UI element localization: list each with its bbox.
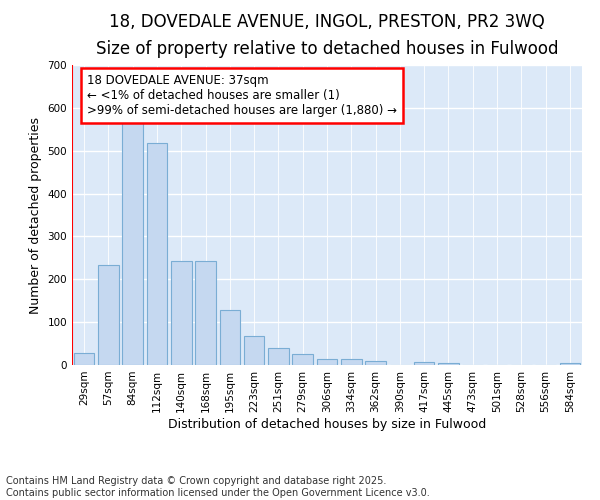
Bar [195,261,216,365]
Bar [292,354,313,365]
X-axis label: Distribution of detached houses by size in Fulwood: Distribution of detached houses by size … [168,418,486,430]
Bar [220,310,240,365]
Text: 18 DOVEDALE AVENUE: 37sqm
← <1% of detached houses are smaller (1)
>99% of semi-: 18 DOVEDALE AVENUE: 37sqm ← <1% of detac… [88,74,397,117]
Bar [171,261,191,365]
Bar [268,348,289,365]
Bar [244,336,265,365]
Bar [74,353,94,365]
Bar [560,363,580,365]
Text: Contains HM Land Registry data © Crown copyright and database right 2025.
Contai: Contains HM Land Registry data © Crown c… [6,476,430,498]
Bar [98,265,119,365]
Bar [365,360,386,365]
Bar [414,362,434,365]
Bar [341,360,362,365]
Title: 18, DOVEDALE AVENUE, INGOL, PRESTON, PR2 3WQ
Size of property relative to detach: 18, DOVEDALE AVENUE, INGOL, PRESTON, PR2… [96,14,558,58]
Bar [122,116,143,365]
Bar [438,363,459,365]
Bar [146,144,167,365]
Y-axis label: Number of detached properties: Number of detached properties [29,116,42,314]
Bar [317,360,337,365]
